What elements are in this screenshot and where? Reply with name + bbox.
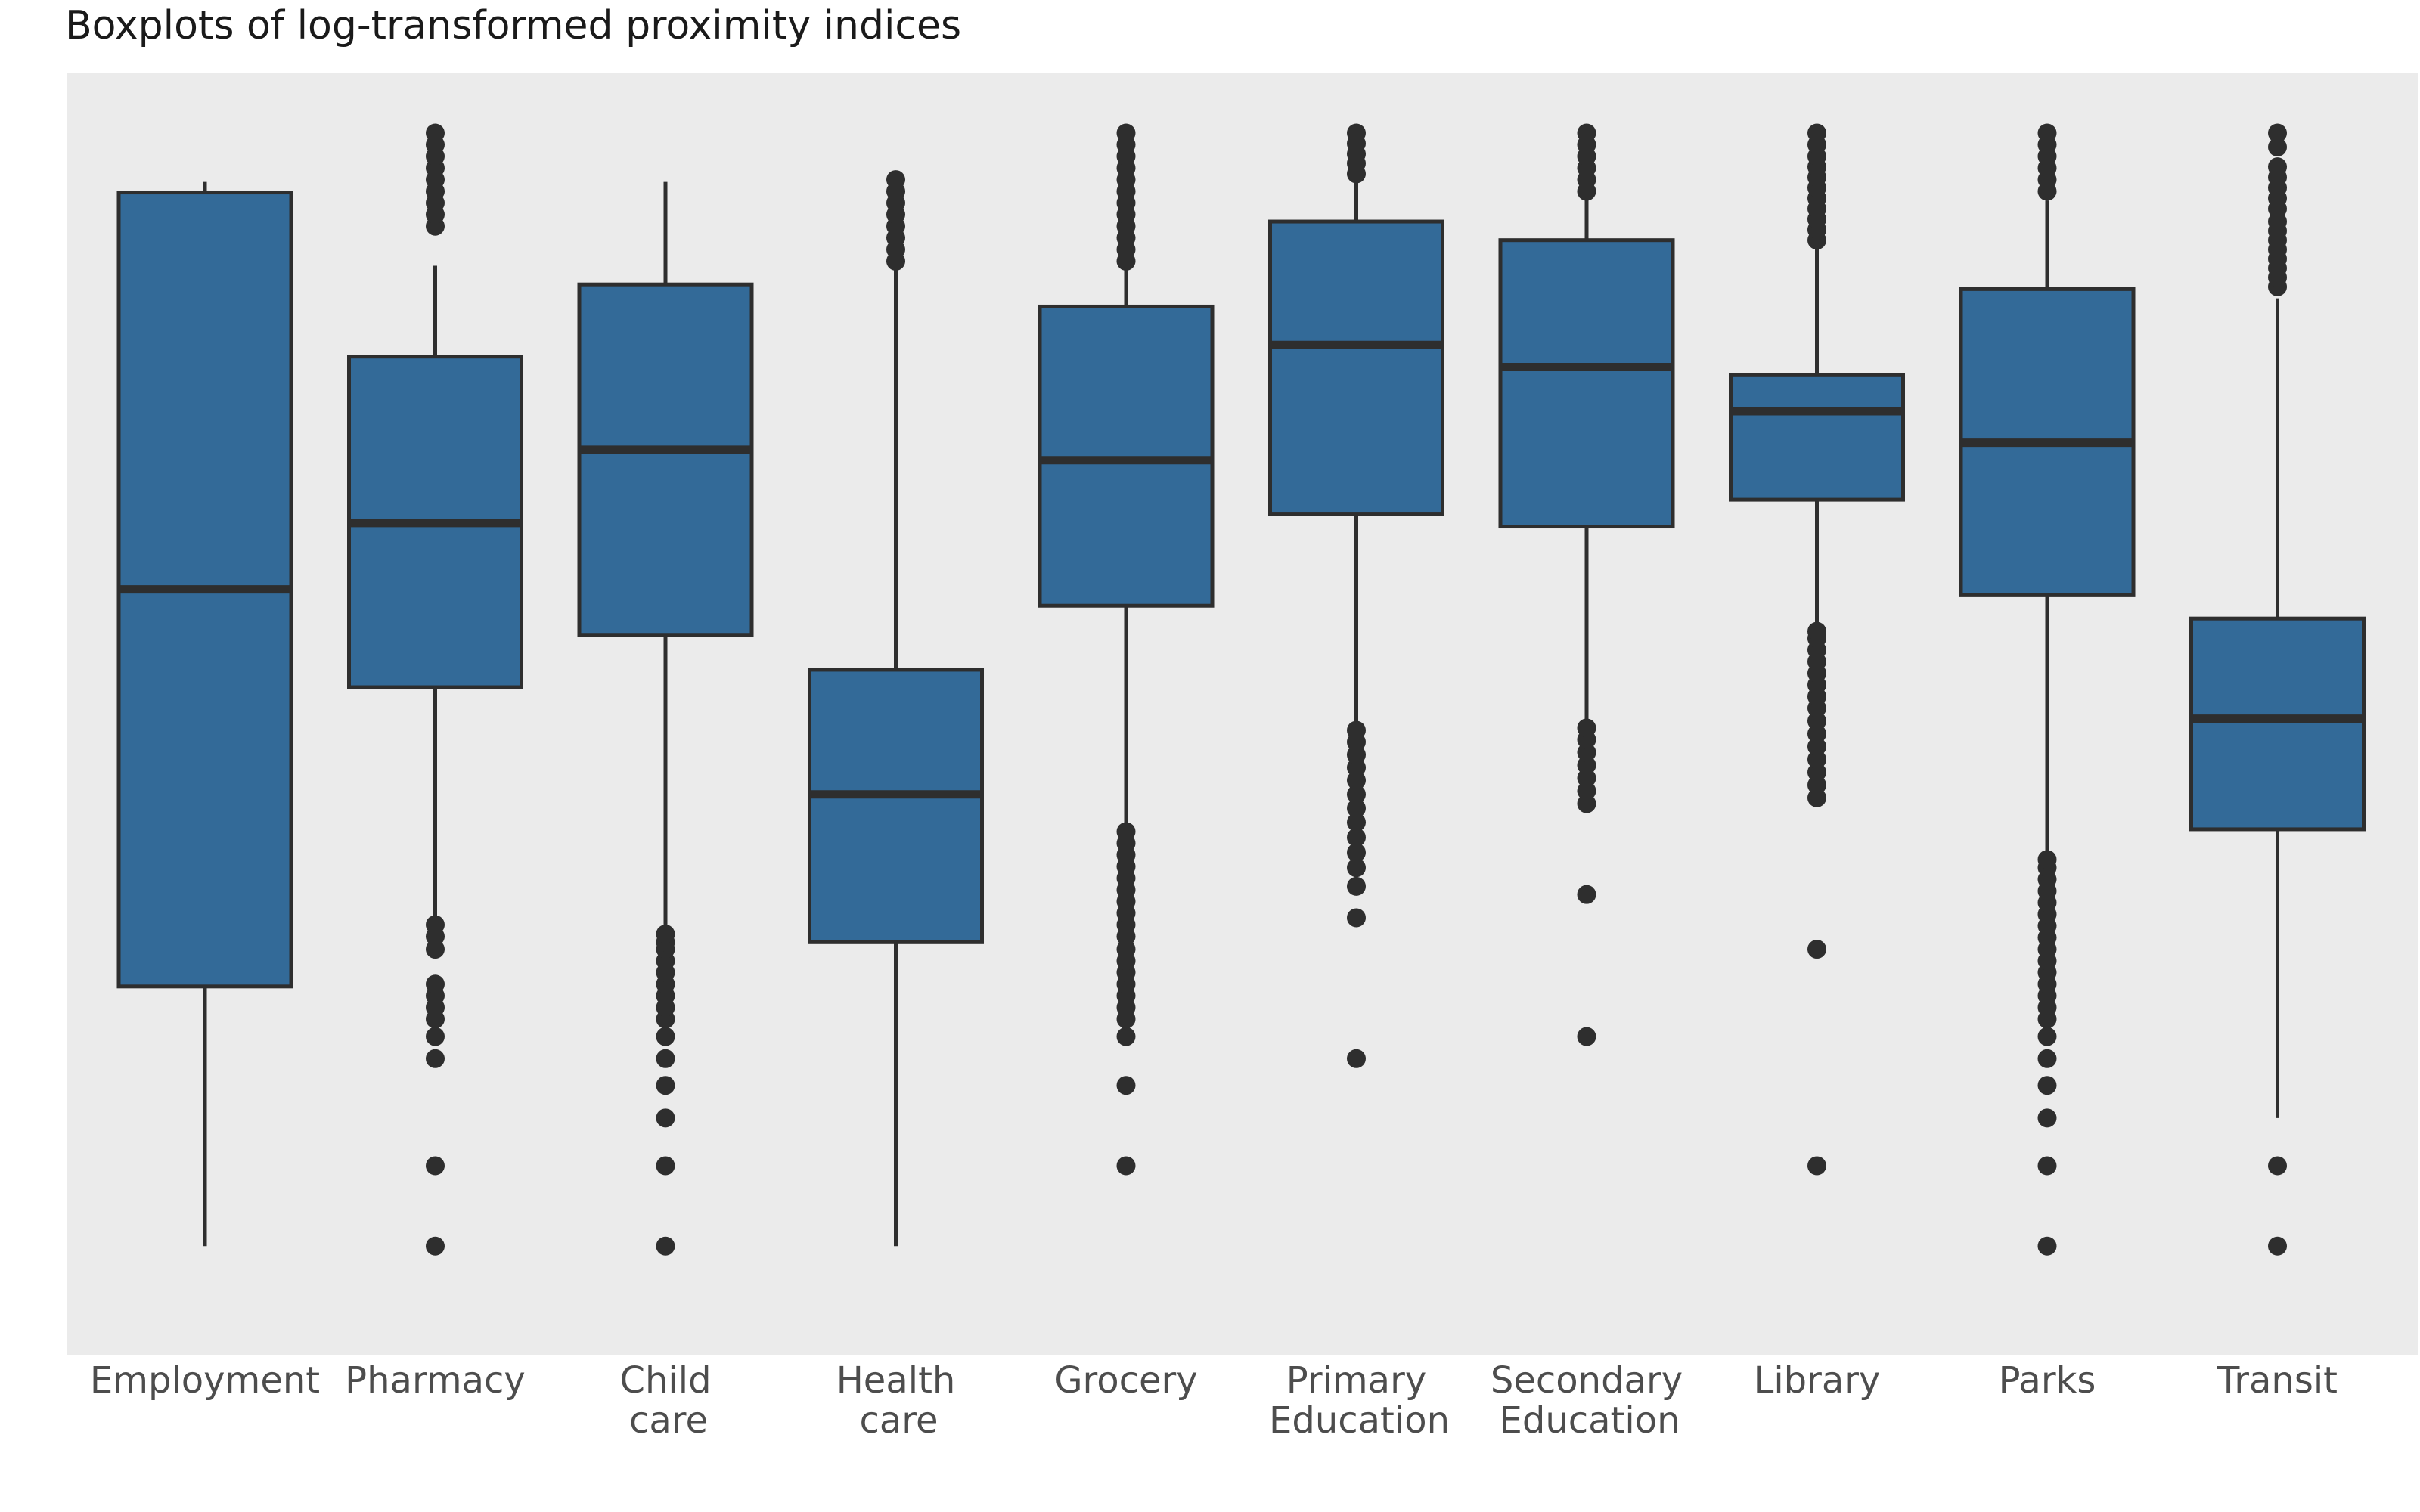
outlier-point xyxy=(656,1076,675,1095)
outlier-point xyxy=(1116,1076,1136,1095)
x-tick-labels: Employment Pharmacy Child care Health care Gro… xyxy=(90,1359,2338,1442)
outlier-point xyxy=(2268,1156,2287,1176)
outlier-point xyxy=(426,1027,445,1046)
outlier-point xyxy=(2037,1076,2057,1095)
box-group-health-care xyxy=(808,170,984,1247)
x-tick-label-primary-education: Primary Education xyxy=(1269,1359,1450,1442)
outlier-point xyxy=(2037,850,2057,869)
outlier-point xyxy=(656,1027,675,1046)
x-tick-label-employment: Employment xyxy=(90,1359,320,1402)
outlier-point xyxy=(2037,1108,2057,1128)
x-tick-label-grocery: Grocery xyxy=(1054,1359,1197,1402)
outlier-point xyxy=(1347,813,1366,832)
box-group-parks xyxy=(1959,123,2136,1256)
box-transit xyxy=(2189,616,2366,832)
box-group-primary-education xyxy=(1268,123,1444,1068)
x-tick-label-transit: Transit xyxy=(2217,1359,2338,1402)
outlier-point xyxy=(2037,1049,2057,1068)
outlier-point xyxy=(1116,123,1136,143)
outlier-point xyxy=(1807,1156,1826,1176)
box-group-secondary-education xyxy=(1498,123,1675,1046)
box-group-employment xyxy=(116,181,293,1247)
outlier-point xyxy=(1577,885,1596,904)
outlier-point xyxy=(1347,828,1366,847)
x-tick-label-child-care: Child care xyxy=(619,1359,711,1442)
box-health-care xyxy=(808,668,984,944)
outlier-point xyxy=(656,1049,675,1068)
outlier-point xyxy=(2037,1027,2057,1046)
x-tick-label-pharmacy: Pharmacy xyxy=(345,1359,526,1402)
box-group-grocery xyxy=(1038,123,1215,1176)
outlier-point xyxy=(2037,123,2057,143)
outlier-point xyxy=(426,1236,445,1256)
outlier-point xyxy=(1577,718,1596,738)
chart-title: Boxplots of log-transformed proximity in… xyxy=(65,3,962,48)
x-tick-label-parks: Parks xyxy=(1999,1359,2096,1402)
outlier-point xyxy=(2037,1236,2057,1256)
box-group-pharmacy xyxy=(347,123,523,1256)
x-tick-label-library: Library xyxy=(1754,1359,1881,1402)
outlier-point xyxy=(426,915,445,934)
outlier-point xyxy=(426,123,445,143)
outlier-point xyxy=(2268,1236,2287,1256)
box-group-transit xyxy=(2189,123,2366,1256)
box-child-care xyxy=(577,282,754,637)
outlier-point xyxy=(1577,1027,1596,1046)
outlier-point xyxy=(1347,908,1366,928)
outlier-point xyxy=(426,974,445,994)
x-tick-label-secondary-education: Secondary Education xyxy=(1491,1359,1683,1442)
outlier-point xyxy=(1116,822,1136,841)
box-secondary-education xyxy=(1498,238,1675,529)
outlier-point xyxy=(1807,621,1826,641)
outlier-point xyxy=(656,925,675,944)
outlier-point xyxy=(1116,1156,1136,1176)
outlier-point xyxy=(2037,1156,2057,1176)
x-tick-label-health-care: Health care xyxy=(836,1359,956,1442)
outlier-point xyxy=(1347,876,1366,896)
outlier-point xyxy=(1807,940,1826,959)
outlier-point xyxy=(1347,858,1366,878)
outlier-point xyxy=(426,1049,445,1068)
outlier-point xyxy=(1347,123,1366,143)
outlier-point xyxy=(886,170,905,190)
outlier-point xyxy=(2268,157,2287,177)
box-primary-education xyxy=(1268,219,1444,516)
outlier-point xyxy=(1807,123,1826,143)
outlier-point xyxy=(1347,798,1366,818)
box-marks xyxy=(116,123,2366,1256)
outlier-point xyxy=(1347,843,1366,863)
plot-area-background xyxy=(67,73,2418,1355)
outlier-point xyxy=(1116,1027,1136,1046)
outlier-point xyxy=(1347,1049,1366,1068)
outlier-point xyxy=(656,1108,675,1128)
outlier-point xyxy=(2268,137,2287,156)
outlier-point xyxy=(1347,720,1366,740)
outlier-point xyxy=(1347,785,1366,804)
box-group-library xyxy=(1729,123,1905,1176)
outlier-point xyxy=(1577,123,1596,143)
box-group-child-care xyxy=(577,181,754,1256)
outlier-point xyxy=(656,1156,675,1176)
outlier-point xyxy=(656,1236,675,1256)
outlier-point xyxy=(2268,123,2287,143)
outlier-point xyxy=(426,1156,445,1176)
box-library xyxy=(1729,373,1905,502)
